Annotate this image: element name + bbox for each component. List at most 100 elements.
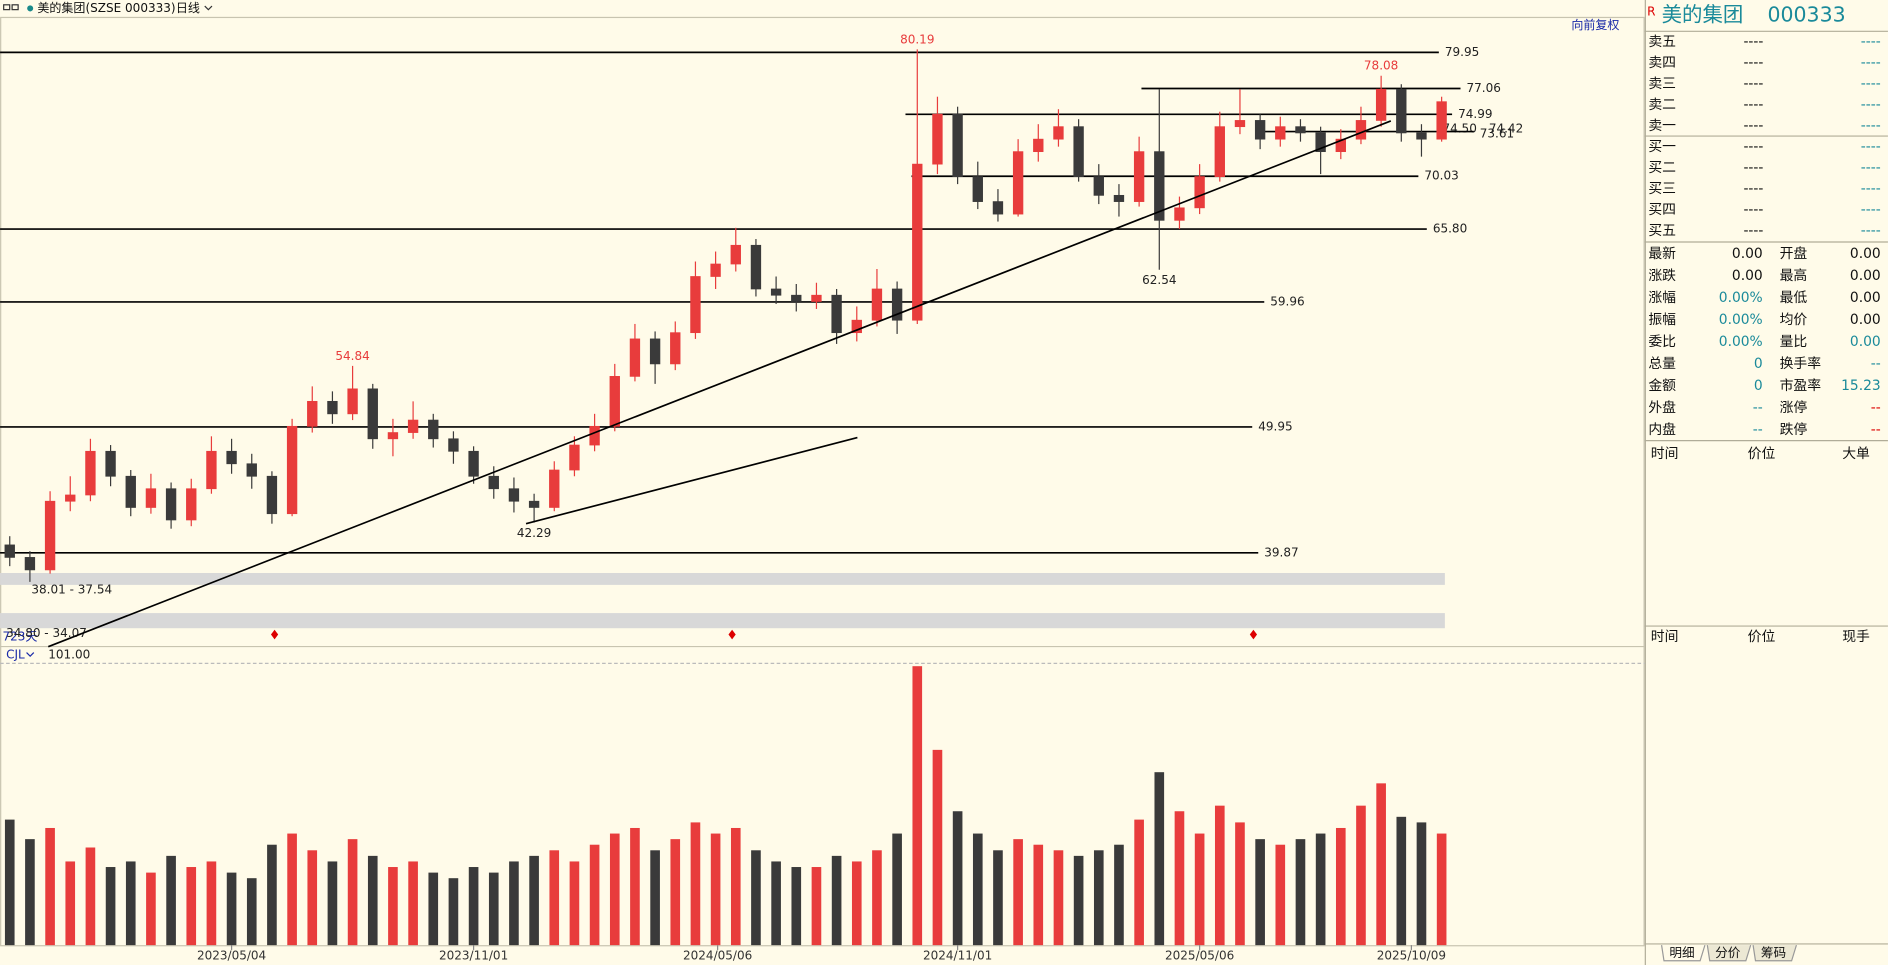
badge: R — [1647, 5, 1655, 19]
row-label: 最新 — [1648, 246, 1676, 262]
volume-bar — [609, 833, 620, 946]
chevron[interactable] — [204, 5, 213, 11]
volume-bar — [186, 867, 197, 946]
candle-body — [1133, 151, 1145, 202]
row-value: 最低 — [1780, 290, 1808, 306]
candle-body — [448, 438, 459, 452]
volume-bar — [730, 827, 741, 946]
day-count: 723天 — [2, 629, 37, 643]
candle-body — [1275, 126, 1286, 140]
volume-bar — [912, 666, 923, 946]
volume-bar — [1436, 833, 1447, 946]
volume-bar — [1315, 833, 1326, 946]
tab[interactable] — [1706, 944, 1752, 962]
quote-panel: R 美的集团 000333 卖五 ---- ----卖四 ---- ----卖三 ----… — [1644, 3, 1888, 962]
row-label: 涨幅 — [1648, 290, 1676, 306]
volume-bar — [146, 872, 156, 946]
candle-body — [750, 244, 762, 290]
candle-body — [549, 469, 560, 508]
volume-bar — [166, 855, 176, 946]
panel-code: 000333 — [1768, 3, 1846, 27]
tab-label[interactable]: 明细 — [1669, 945, 1694, 960]
volume-bar — [1134, 819, 1144, 946]
candle-body — [1315, 132, 1326, 153]
row-value: 0 — [1754, 356, 1763, 372]
volume-bar — [1235, 822, 1245, 946]
volume-bar — [1214, 805, 1225, 946]
icon[interactable] — [11, 4, 19, 11]
candle-body — [206, 450, 217, 490]
volume-bar — [1376, 783, 1386, 946]
candle-body — [1295, 126, 1306, 134]
volume-bar — [267, 844, 277, 946]
chart-frame — [0, 16, 1645, 947]
volume-bar — [993, 850, 1003, 946]
row-value: 市盈率 — [1780, 377, 1822, 394]
row-value: 0.00% — [1719, 334, 1763, 350]
candle-body — [811, 294, 822, 302]
candle-body — [85, 450, 96, 496]
volume-bar — [125, 861, 136, 946]
row-value: 换手率 — [1780, 355, 1822, 372]
candle-body — [791, 294, 802, 302]
icon[interactable] — [3, 4, 11, 11]
low-label: 42.29 — [517, 526, 551, 540]
event-marker[interactable] — [1249, 629, 1258, 640]
row-label: 总量 — [1648, 356, 1676, 372]
zone-label: 38.01 - 37.54 — [31, 582, 112, 596]
volume-bar — [287, 833, 297, 946]
volume-bar — [771, 861, 781, 946]
row-value: 0.00 — [1850, 246, 1881, 262]
volume-bar — [1154, 772, 1165, 946]
volume-bar — [468, 867, 479, 946]
candle-body — [589, 425, 600, 446]
volume-bar — [589, 844, 600, 946]
row-value: 开盘 — [1780, 245, 1808, 262]
volume-bar — [509, 861, 519, 946]
row-label: 涨跌 — [1648, 268, 1676, 284]
volume-bar — [1174, 811, 1185, 946]
volume-bar — [670, 839, 681, 946]
event-marker[interactable] — [728, 629, 736, 640]
row-label: 外盘 — [1648, 399, 1676, 416]
column-header: 时间 — [1651, 629, 1679, 645]
row-label: 卖五 — [1648, 34, 1676, 50]
event-marker[interactable] — [270, 629, 279, 640]
candle-body — [327, 400, 338, 415]
candle-body — [226, 450, 237, 465]
candle-body — [488, 475, 499, 490]
volume-bar — [690, 822, 701, 946]
tab[interactable] — [1660, 944, 1706, 962]
row-value: ---- — [1861, 202, 1881, 218]
tab-label[interactable]: 分价 — [1715, 945, 1741, 960]
candle-body — [1396, 88, 1407, 134]
tab[interactable] — [1752, 944, 1798, 962]
chevron[interactable] — [26, 652, 35, 658]
tab-label[interactable]: 筹码 — [1761, 945, 1786, 960]
volume-bar — [327, 861, 338, 946]
volume-bar — [952, 811, 963, 946]
volume-bar — [1356, 805, 1366, 946]
row-value: ---- — [1743, 139, 1763, 155]
candle-body — [367, 388, 378, 440]
candle-body — [972, 176, 983, 202]
volume-bar — [972, 833, 983, 946]
row-value: 0.00 — [1850, 290, 1881, 306]
trendline — [47, 120, 1392, 648]
x-tick-label: 2024/05/06 — [683, 948, 752, 962]
level-label: 73.61 — [1480, 126, 1514, 140]
row-value: ---- — [1743, 97, 1763, 113]
zone-band — [0, 573, 1445, 585]
row-value: 0.00 — [1732, 268, 1763, 284]
row-label: 金额 — [1648, 378, 1676, 394]
row-label: 卖二 — [1648, 97, 1676, 113]
high-label: 78.08 — [1364, 59, 1398, 73]
x-tick-label: 2025/10/09 — [1377, 948, 1446, 962]
row-value: ---- — [1861, 34, 1881, 50]
volume-bar — [1416, 822, 1427, 946]
adjust-mode[interactable]: 向前复权 — [1571, 17, 1619, 32]
candle-body — [286, 425, 298, 515]
candle-body — [1234, 120, 1246, 128]
period-selector[interactable]: 日线 — [176, 1, 200, 15]
candle-body — [649, 338, 661, 365]
